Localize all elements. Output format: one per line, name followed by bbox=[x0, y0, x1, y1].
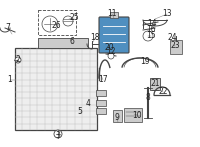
Bar bbox=[38, 10, 76, 35]
Bar bbox=[150, 78, 160, 90]
Text: 11: 11 bbox=[107, 10, 117, 19]
Circle shape bbox=[15, 57, 21, 63]
Text: 21: 21 bbox=[150, 78, 160, 87]
Text: 23: 23 bbox=[170, 41, 180, 50]
Text: 6: 6 bbox=[70, 37, 74, 46]
Bar bbox=[96, 108, 106, 114]
Text: 16: 16 bbox=[146, 25, 156, 34]
Text: 8: 8 bbox=[146, 92, 150, 101]
Text: 10: 10 bbox=[132, 111, 142, 120]
Text: 5: 5 bbox=[78, 107, 82, 117]
Text: 26: 26 bbox=[51, 21, 61, 30]
Text: 17: 17 bbox=[98, 76, 108, 85]
Circle shape bbox=[54, 130, 62, 138]
Bar bbox=[96, 100, 106, 106]
Text: 15: 15 bbox=[146, 31, 156, 41]
Circle shape bbox=[42, 16, 58, 32]
Text: 24: 24 bbox=[167, 32, 177, 41]
Text: 19: 19 bbox=[140, 57, 150, 66]
Text: 7: 7 bbox=[6, 24, 10, 32]
Circle shape bbox=[63, 16, 73, 26]
Text: 25: 25 bbox=[69, 14, 79, 22]
Text: 18: 18 bbox=[90, 34, 100, 42]
Text: 14: 14 bbox=[147, 20, 157, 29]
Circle shape bbox=[143, 31, 153, 41]
Text: 1: 1 bbox=[8, 76, 12, 85]
Bar bbox=[170, 40, 182, 54]
Text: 3: 3 bbox=[56, 131, 60, 140]
Text: 20: 20 bbox=[104, 42, 114, 51]
Circle shape bbox=[108, 49, 114, 56]
Bar bbox=[15, 48, 97, 130]
Bar bbox=[96, 90, 106, 96]
Bar bbox=[113, 110, 122, 122]
Bar bbox=[110, 12, 118, 18]
Text: 13: 13 bbox=[162, 10, 172, 19]
Text: 12: 12 bbox=[106, 47, 116, 56]
Bar bbox=[124, 108, 142, 122]
Text: 2: 2 bbox=[16, 56, 20, 65]
Bar bbox=[38, 38, 88, 48]
Text: 9: 9 bbox=[115, 113, 119, 122]
FancyBboxPatch shape bbox=[99, 17, 129, 53]
Text: 22: 22 bbox=[158, 86, 168, 96]
Text: 4: 4 bbox=[86, 100, 90, 108]
Circle shape bbox=[108, 53, 114, 59]
